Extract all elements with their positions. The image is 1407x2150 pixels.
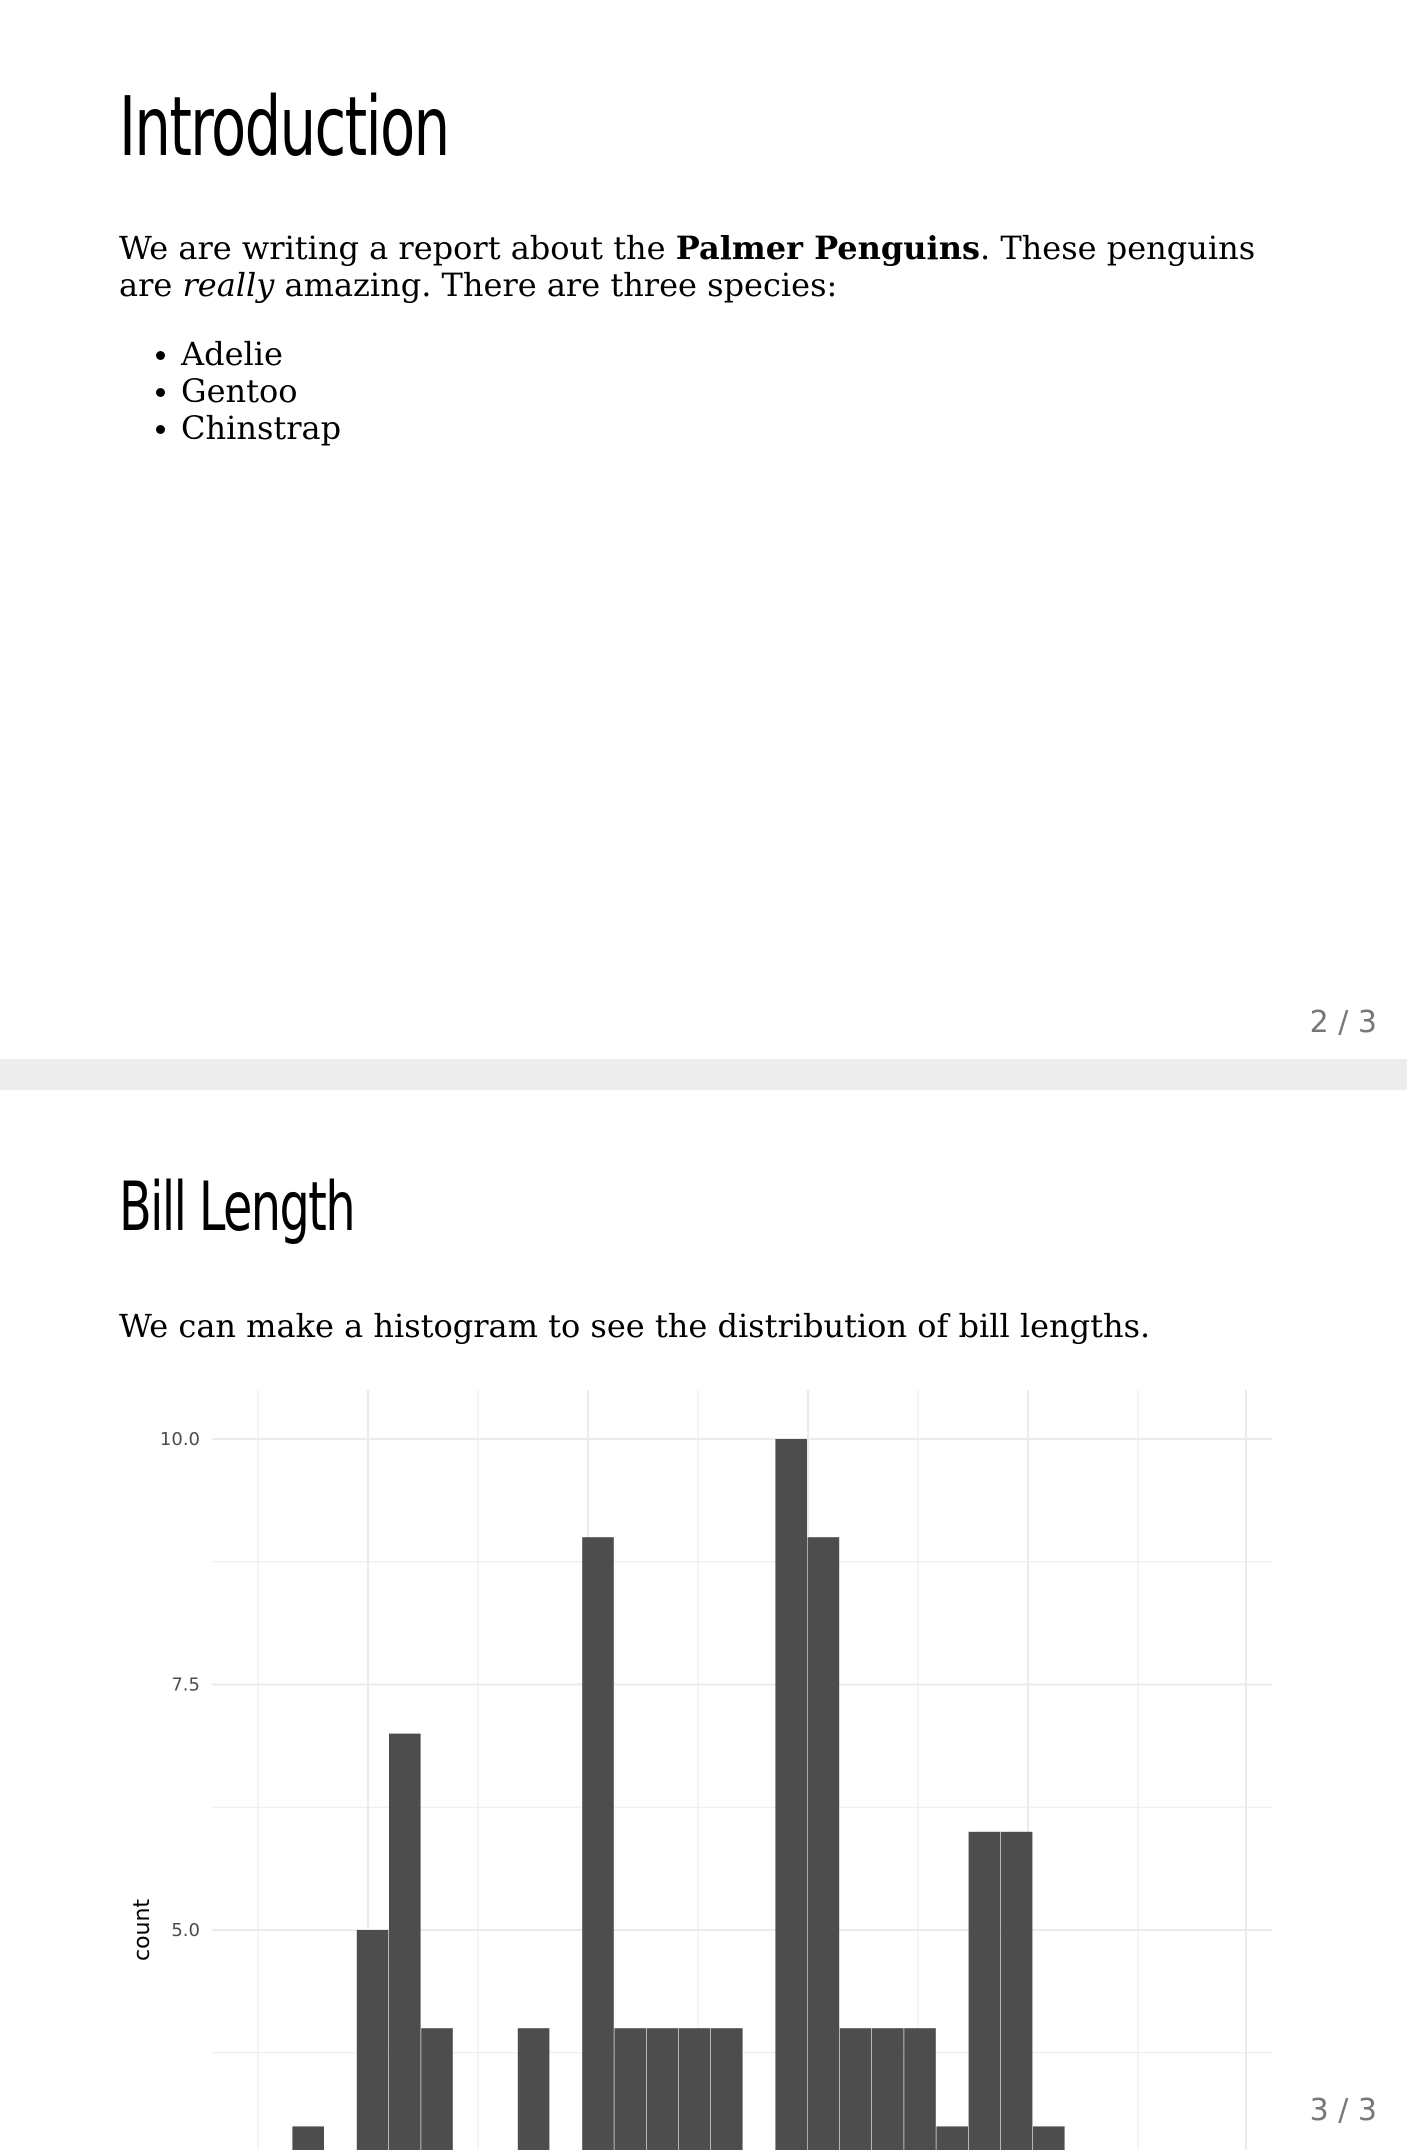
species-list: Adelie Gentoo Chinstrap — [155, 336, 342, 447]
intro-bold-text: Palmer Penguins — [675, 229, 980, 267]
slide-introduction: Introduction We are writing a report abo… — [0, 0, 1407, 1059]
species-list-item: Adelie — [155, 336, 341, 373]
slide-title: Introduction — [119, 80, 450, 175]
intro-italic-text: really — [182, 266, 275, 304]
intro-text-middle: . These penguins are — [119, 229, 1256, 304]
slide-separator — [0, 1059, 1407, 1090]
slide-bill-length-background — [0, 1090, 1407, 2150]
species-list-item: Gentoo — [155, 373, 341, 410]
intro-paragraph: We are writing a report about the Palmer… — [119, 230, 1299, 304]
page-number: 3 / 3 — [1309, 2093, 1377, 2128]
bill-length-paragraph: We can make a histogram to see the distr… — [119, 1307, 1151, 1345]
page-number: 2 / 3 — [1309, 1005, 1377, 1040]
intro-text-start: We are writing a report about the — [119, 229, 676, 267]
intro-text-end: amazing. There are three species: — [274, 266, 838, 304]
slide-title: Bill Length — [119, 1168, 356, 1247]
species-list-item: Chinstrap — [155, 409, 342, 447]
